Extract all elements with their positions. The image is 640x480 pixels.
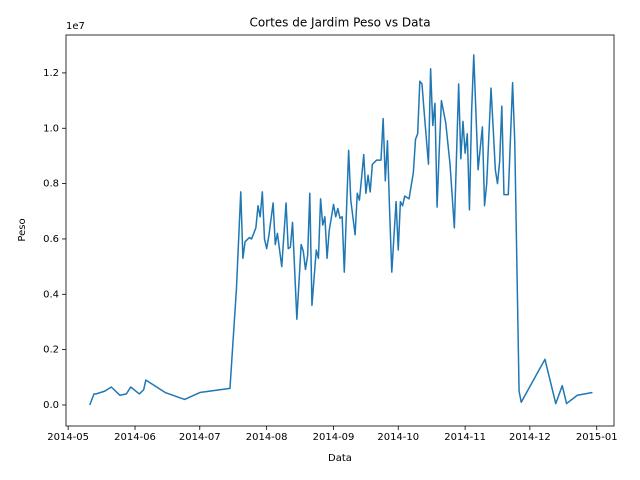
y-tick-label: 0.6	[43, 234, 59, 245]
plot-frame	[65, 34, 615, 427]
y-tick-label: 1.0	[43, 123, 59, 134]
chart-title: Cortes de Jardim Peso vs Data	[249, 16, 430, 30]
x-tick-label: 2014-12	[509, 432, 551, 443]
x-tick-label: 2014-09	[313, 432, 355, 443]
x-tick-label: 2014-07	[179, 432, 221, 443]
y-axis-label: Peso	[17, 218, 28, 241]
x-tick-label: 2014-06	[114, 432, 156, 443]
x-tick-label: 2014-05	[47, 432, 89, 443]
y-tick-label: 0.4	[43, 289, 59, 300]
y-tick-label: 0.0	[43, 400, 59, 411]
y-offset-label: 1e7	[66, 21, 85, 32]
data-line	[89, 54, 593, 406]
y-tick-label: 0.2	[43, 345, 59, 356]
x-tick-label: 2014-10	[377, 432, 419, 443]
x-axis-label: Data	[328, 453, 352, 464]
y-tick-label: 0.8	[43, 179, 59, 190]
x-tick-label: 2015-01	[576, 432, 618, 443]
x-tick-label: 2014-11	[444, 432, 486, 443]
y-tick-label: 1.2	[43, 68, 59, 79]
x-tick-label: 2014-08	[246, 432, 288, 443]
